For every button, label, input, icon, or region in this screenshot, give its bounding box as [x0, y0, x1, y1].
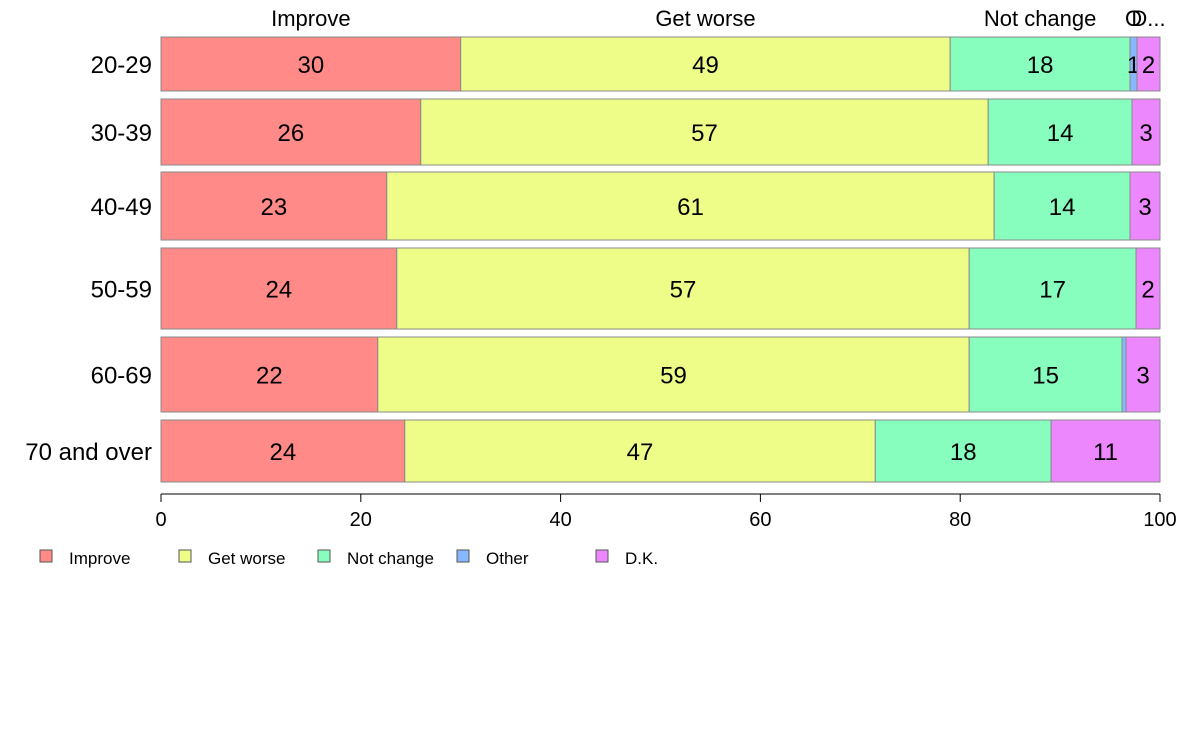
- data-label-d-k-40-49: 3: [1138, 194, 1151, 221]
- x-axis: 0 20 40 60 80 100: [155, 493, 1177, 531]
- data-label-not-change-60-69: 15: [1032, 363, 1059, 390]
- data-label-d-k-70-and-over: 11: [1093, 439, 1118, 466]
- legend-label-d-k: D.K.: [625, 549, 658, 568]
- top-label-improve: Improve: [271, 6, 350, 31]
- category-label: 30-39: [91, 120, 152, 147]
- legend-label-other: Other: [486, 549, 529, 568]
- category-label: 70 and over: [25, 439, 152, 466]
- category-label: 50-59: [91, 277, 152, 304]
- bar-segment-improve-20-29: [160, 36, 462, 92]
- data-label-improve-20-29: 30: [297, 52, 324, 79]
- bar-segment-get-worse-70-and-over: [404, 419, 876, 483]
- legend-label-improve: Improve: [69, 549, 130, 568]
- data-label-d-k-30-39: 3: [1139, 120, 1152, 147]
- bar-segment-d-k-30-39: [1131, 98, 1161, 166]
- data-label-improve-60-69: 22: [256, 363, 283, 390]
- data-label-get-worse-20-29: 49: [692, 52, 719, 79]
- bar-segment-not-change-20-29: [949, 36, 1131, 92]
- bar-segment-get-worse-50-59: [396, 247, 970, 330]
- bar-segment-not-change-50-59: [968, 247, 1137, 330]
- top-label-get-worse: Get worse: [655, 6, 755, 31]
- data-label-not-change-50-59: 17: [1039, 277, 1066, 304]
- x-tick-label: 20: [350, 509, 372, 531]
- bar-segment-get-worse-30-39: [420, 98, 989, 166]
- data-label-d-k-60-69: 3: [1136, 363, 1149, 390]
- legend-label-not-change: Not change: [347, 549, 434, 568]
- bar-segment-d-k-60-69: [1125, 336, 1161, 413]
- category-label: 40-49: [91, 194, 152, 221]
- data-label-not-change-30-39: 14: [1047, 120, 1074, 147]
- data-label-improve-50-59: 24: [266, 277, 293, 304]
- data-label-get-worse-70-and-over: 47: [627, 439, 654, 466]
- top-label-d-k: D...: [1131, 6, 1165, 31]
- data-label-get-worse-30-39: 57: [691, 120, 718, 147]
- data-label-not-change-40-49: 14: [1049, 194, 1076, 221]
- bar-segment-improve-70-and-over: [160, 419, 406, 483]
- bar-segment-d-k-70-and-over: [1050, 419, 1161, 483]
- bar-segment-get-worse-20-29: [460, 36, 951, 92]
- bar-segment-not-change-70-and-over: [874, 419, 1052, 483]
- category-label: 20-29: [91, 52, 152, 79]
- top-series-labels: Improve Get worse Not change OD...: [271, 6, 1166, 31]
- x-tick-label: 100: [1143, 509, 1176, 531]
- legend-swatch-other: [456, 549, 470, 563]
- category-labels: 20-29 30-39 40-49 50-59 60-69 70 and over: [25, 52, 152, 466]
- x-tick-label: 40: [549, 509, 571, 531]
- bar-segment-not-change-40-49: [993, 171, 1131, 241]
- data-label-not-change-70-and-over: 18: [950, 439, 977, 466]
- data-label-not-change-20-29: 18: [1027, 52, 1054, 79]
- data-label-improve-40-49: 23: [261, 194, 288, 221]
- data-label-get-worse-60-69: 59: [660, 363, 687, 390]
- bars-layer: 30 49 18 1 226 57 14 323 61 14 324 57 17 222 59 15 324 47…: [160, 36, 1161, 483]
- x-tick-label: 60: [749, 509, 771, 531]
- legend-swatch-not-change: [317, 549, 331, 563]
- bar-segment-not-change-30-39: [987, 98, 1133, 166]
- data-label-get-worse-40-49: 61: [677, 194, 704, 221]
- legend-swatch-d-k: [595, 549, 609, 563]
- bar-segment-get-worse-60-69: [377, 336, 970, 413]
- bar-segment-improve-50-59: [160, 247, 398, 330]
- legend-label-get-worse: Get worse: [208, 549, 285, 568]
- bar-segment-other-60-69: [1121, 336, 1127, 413]
- data-label-get-worse-50-59: 57: [670, 277, 697, 304]
- legend-swatch-get-worse: [178, 549, 192, 563]
- legend: Improve Get worse Not change Other D.K.: [39, 549, 658, 568]
- data-label-improve-30-39: 26: [278, 120, 305, 147]
- data-label-d-k-20-29: 2: [1142, 52, 1155, 79]
- category-label: 60-69: [91, 363, 152, 390]
- bar-segment-d-k-50-59: [1135, 247, 1161, 330]
- data-label-d-k-50-59: 2: [1141, 277, 1154, 304]
- bar-segment-get-worse-40-49: [386, 171, 995, 241]
- x-tick-label: 0: [155, 509, 166, 531]
- bar-segment-d-k-40-49: [1129, 171, 1161, 241]
- x-tick-label: 80: [949, 509, 971, 531]
- legend-swatch-improve: [39, 549, 53, 563]
- top-label-not-change: Not change: [984, 6, 1097, 31]
- top-label-other: O: [1125, 6, 1142, 31]
- bar-segment-not-change-60-69: [968, 336, 1123, 413]
- bar-segment-improve-40-49: [160, 171, 388, 241]
- bar-segment-improve-60-69: [160, 336, 379, 413]
- bar-segment-d-k-20-29: [1136, 36, 1161, 92]
- data-label-improve-70-and-over: 24: [270, 439, 297, 466]
